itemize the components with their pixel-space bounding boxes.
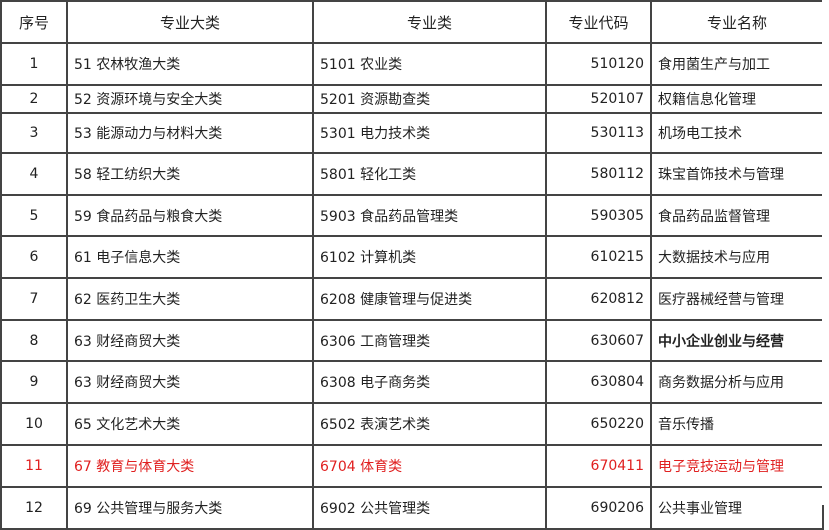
- cell-class: 6704 体育类: [312, 444, 547, 488]
- cell-code: 630607: [545, 319, 652, 362]
- cell-category: 61 电子信息大类: [66, 235, 314, 279]
- cell-index: 10: [0, 402, 68, 446]
- cell-name: 大数据技术与应用: [650, 235, 824, 279]
- cell-class: 6208 健康管理与促进类: [312, 277, 547, 321]
- cell-index: 11: [0, 444, 68, 488]
- cell-index: 3: [0, 112, 68, 154]
- cell-code: 620812: [545, 277, 652, 321]
- cell-code: 580112: [545, 152, 652, 196]
- cell-code: 690206: [545, 486, 652, 530]
- table-row: 3 53 能源动力与材料大类 5301 电力技术类 530113 机场电工技术: [0, 112, 824, 154]
- cell-index: 8: [0, 319, 68, 362]
- header-row: 序号 专业大类 专业类 专业代码 专业名称: [0, 0, 824, 44]
- table-row: 10 65 文化艺术大类 6502 表演艺术类 650220 音乐传播: [0, 402, 824, 446]
- cell-class: 6306 工商管理类: [312, 319, 547, 362]
- cell-index: 12: [0, 486, 68, 530]
- cell-name: 机场电工技术: [650, 112, 824, 154]
- cell-index: 5: [0, 194, 68, 237]
- table-row: 12 69 公共管理与服务大类 6902 公共管理类 690206 公共事业管理: [0, 486, 824, 530]
- cell-category: 59 食品药品与粮食大类: [66, 194, 314, 237]
- cell-category: 63 财经商贸大类: [66, 319, 314, 362]
- cell-class: 6502 表演艺术类: [312, 402, 547, 446]
- cell-category: 52 资源环境与安全大类: [66, 84, 314, 114]
- cell-class: 5301 电力技术类: [312, 112, 547, 154]
- cell-category: 58 轻工纺织大类: [66, 152, 314, 196]
- cell-class: 6102 计算机类: [312, 235, 547, 279]
- cell-name: 权籍信息化管理: [650, 84, 824, 114]
- cell-name: 珠宝首饰技术与管理: [650, 152, 824, 196]
- cell-name: 公共事业管理: [650, 486, 824, 530]
- cell-code: 590305: [545, 194, 652, 237]
- cell-category: 62 医药卫生大类: [66, 277, 314, 321]
- cell-class: 5801 轻化工类: [312, 152, 547, 196]
- cell-code: 510120: [545, 42, 652, 86]
- cell-category: 67 教育与体育大类: [66, 444, 314, 488]
- table-row: 6 61 电子信息大类 6102 计算机类 610215 大数据技术与应用: [0, 235, 824, 279]
- table-row: 4 58 轻工纺织大类 5801 轻化工类 580112 珠宝首饰技术与管理: [0, 152, 824, 196]
- table-row: 1 51 农林牧渔大类 5101 农业类 510120 食用菌生产与加工: [0, 42, 824, 86]
- cell-code: 520107: [545, 84, 652, 114]
- cell-code: 650220: [545, 402, 652, 446]
- table-row: 2 52 资源环境与安全大类 5201 资源勘查类 520107 权籍信息化管理: [0, 84, 824, 114]
- cell-index: 7: [0, 277, 68, 321]
- cell-class: 5903 食品药品管理类: [312, 194, 547, 237]
- header-code: 专业代码: [545, 0, 652, 44]
- cell-name: 商务数据分析与应用: [650, 360, 824, 404]
- table-row: 11 67 教育与体育大类 6704 体育类 670411 电子竞技运动与管理: [0, 444, 824, 488]
- header-class: 专业类: [312, 0, 547, 44]
- cell-code: 630804: [545, 360, 652, 404]
- header-index: 序号: [0, 0, 68, 44]
- cell-name: 音乐传播: [650, 402, 824, 446]
- cell-category: 65 文化艺术大类: [66, 402, 314, 446]
- header-category: 专业大类: [66, 0, 314, 44]
- cell-category: 51 农林牧渔大类: [66, 42, 314, 86]
- cell-category: 69 公共管理与服务大类: [66, 486, 314, 530]
- cell-name: 医疗器械经营与管理: [650, 277, 824, 321]
- cell-name: 电子竞技运动与管理: [650, 444, 824, 488]
- cell-code: 610215: [545, 235, 652, 279]
- cell-index: 4: [0, 152, 68, 196]
- page-edge: [822, 0, 829, 505]
- cell-name: 食品药品监督管理: [650, 194, 824, 237]
- cell-code: 530113: [545, 112, 652, 154]
- cell-name: 中小企业创业与经营: [650, 319, 824, 362]
- table-row: 9 63 财经商贸大类 6308 电子商务类 630804 商务数据分析与应用: [0, 360, 824, 404]
- cell-category: 63 财经商贸大类: [66, 360, 314, 404]
- cell-class: 6308 电子商务类: [312, 360, 547, 404]
- cell-category: 53 能源动力与材料大类: [66, 112, 314, 154]
- table-row: 8 63 财经商贸大类 6306 工商管理类 630607 中小企业创业与经营: [0, 319, 824, 362]
- cell-class: 6902 公共管理类: [312, 486, 547, 530]
- cell-class: 5201 资源勘查类: [312, 84, 547, 114]
- cell-name: 食用菌生产与加工: [650, 42, 824, 86]
- cell-index: 9: [0, 360, 68, 404]
- table-row: 7 62 医药卫生大类 6208 健康管理与促进类 620812 医疗器械经营与管理: [0, 277, 824, 321]
- cell-index: 2: [0, 84, 68, 114]
- table-row: 5 59 食品药品与粮食大类 5903 食品药品管理类 590305 食品药品监督管理: [0, 194, 824, 237]
- cell-class: 5101 农业类: [312, 42, 547, 86]
- header-name: 专业名称: [650, 0, 824, 44]
- cell-index: 6: [0, 235, 68, 279]
- cell-code: 670411: [545, 444, 652, 488]
- cell-index: 1: [0, 42, 68, 86]
